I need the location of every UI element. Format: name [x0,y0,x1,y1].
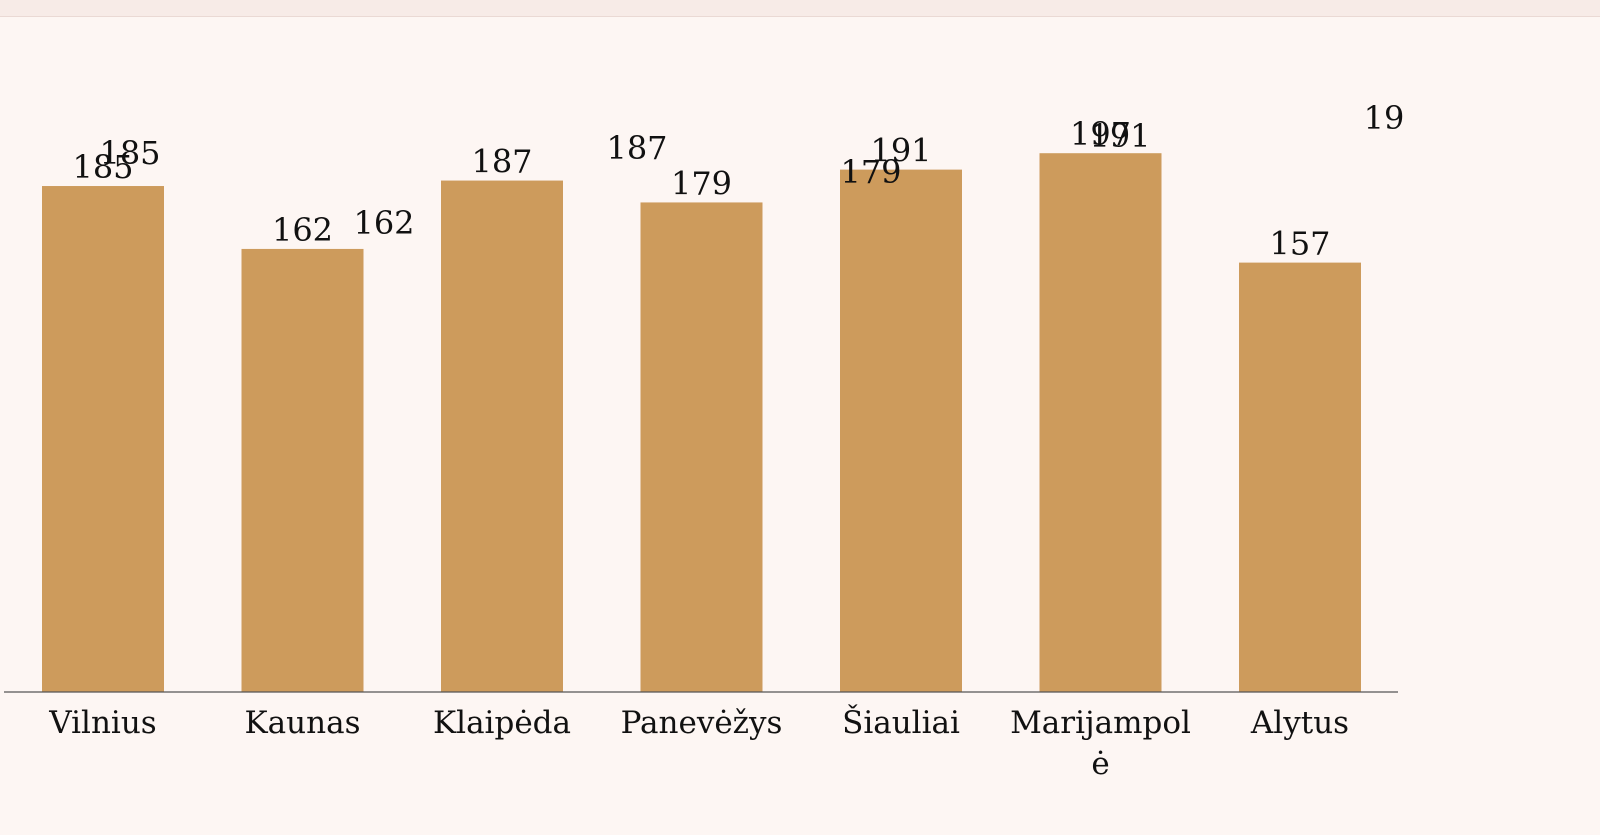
bar-marijampole [1039,153,1162,692]
bars-layer [42,153,1361,693]
value-label-siauliai: 191 [870,132,931,170]
value-label-panevezys: 179 [671,164,732,202]
x-tick-label-klaipeda: Klaipėda [433,705,571,741]
x-tick-labels-layer: Vilnius Kaunas Klaipėda Panevėžys Šiauliai Ma… [48,703,1349,782]
stray-value-label: 19 [1364,99,1405,137]
bar-alytus [1239,262,1361,692]
value-label-alytus: 157 [1269,225,1330,263]
value-label-kaunas: 162 [272,211,333,249]
chart-area: 185 162 187 179 191 197 157 185 162 187 179 191 19 … [0,17,1600,831]
stray-value-label: 162 [353,204,414,242]
x-tick-label-alytus: Alytus [1250,705,1349,741]
x-tick-label-marijampole: Marijampol ė [1010,705,1191,782]
value-label-marijampole: 197 [1070,115,1131,153]
stray-value-label: 179 [840,153,901,191]
x-tick-label-vilnius: Vilnius [48,705,156,741]
x-tick-label-kaunas: Kaunas [245,705,361,741]
stray-value-label: 191 [1089,117,1150,155]
value-label-vilnius: 185 [72,148,133,186]
value-label-klaipeda: 187 [471,143,532,181]
x-tick-label-siauliai: Šiauliai [842,703,960,741]
top-bar [0,0,1600,17]
bar-panevezys [640,202,763,692]
stray-value-label: 185 [99,134,160,172]
bar-vilnius [42,186,164,692]
bar-kaunas [241,248,364,692]
bar-klaipeda [441,180,563,692]
stray-value-label: 187 [606,129,667,167]
x-tick-label-panevezys: Panevėžys [621,705,783,741]
bar-siauliai [840,169,962,693]
